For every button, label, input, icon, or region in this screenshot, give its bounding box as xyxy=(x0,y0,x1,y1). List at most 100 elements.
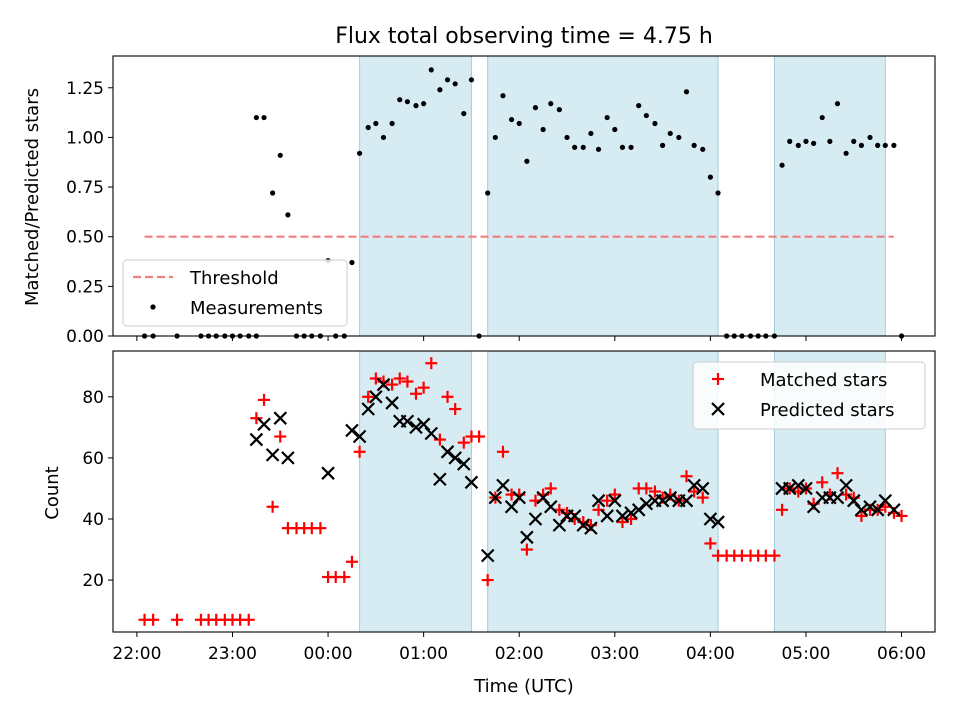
measurement-point xyxy=(413,103,419,109)
measurement-point xyxy=(572,144,578,150)
measurement-point xyxy=(270,190,276,196)
measurement-point xyxy=(652,120,658,127)
predicted-star-point xyxy=(791,478,806,493)
measurement-point xyxy=(795,142,801,148)
predicted-star-stroke xyxy=(543,499,558,514)
measurement-point xyxy=(707,174,713,180)
measurement-point xyxy=(843,150,849,156)
predicted-star-stroke xyxy=(830,490,845,505)
shaded-interval-1 xyxy=(359,55,472,337)
predicted-star-stroke xyxy=(273,411,288,425)
matched-star-point xyxy=(345,555,358,568)
y-tick-label: 1.25 xyxy=(66,79,104,99)
predicted-star-stroke xyxy=(361,402,375,416)
measurement-point xyxy=(643,112,649,119)
top-legend-box xyxy=(122,259,348,327)
predicted-star-point xyxy=(839,478,853,493)
matched-star-point xyxy=(648,485,661,498)
matched-star-point xyxy=(640,482,653,495)
measurement-point xyxy=(612,126,618,133)
shaded-interval-2 xyxy=(487,350,719,633)
predicted-star-stroke xyxy=(433,472,447,487)
predicted-star-point xyxy=(639,496,654,511)
predicted-star-stroke xyxy=(863,499,877,514)
predicted-star-stroke xyxy=(385,396,399,410)
x-tick-label: 05:00 xyxy=(781,644,830,664)
measurement-point xyxy=(715,190,721,196)
legend-predicted-label: Predicted stars xyxy=(760,400,894,421)
predicted-star-point xyxy=(385,396,399,410)
measurement-point xyxy=(834,101,841,107)
measurement-point xyxy=(867,134,873,141)
predicted-star-stroke xyxy=(265,448,280,462)
predicted-star-stroke xyxy=(839,478,853,493)
predicted-star-point xyxy=(608,493,622,508)
measurements-series xyxy=(141,67,905,339)
predicted-star-point xyxy=(352,429,367,444)
matched-star-point xyxy=(680,470,693,483)
predicted-star-stroke xyxy=(615,509,630,523)
x-axis-label: Time (UTC) xyxy=(473,676,574,697)
matched-star-point xyxy=(776,503,789,516)
measurement-point xyxy=(564,134,570,141)
predicted-star-point xyxy=(400,414,415,429)
measurement-point xyxy=(858,142,865,148)
bottom-legend-box xyxy=(692,361,926,430)
measurement-point xyxy=(556,107,562,113)
predicted-star-stroke xyxy=(782,481,797,496)
matched-star-point xyxy=(274,430,287,443)
plot-frame xyxy=(112,350,936,633)
y-tick-label: 40 xyxy=(82,510,104,530)
predicted-star-point xyxy=(528,512,543,526)
predicted-star-stroke xyxy=(854,503,869,517)
predicted-star-stroke xyxy=(520,530,534,545)
matched-star-point xyxy=(147,613,160,626)
matched-star-point xyxy=(338,571,351,584)
predicted-star-stroke xyxy=(878,493,893,508)
bottom-axes: 22:00 23:00 00:00 01:00 02:00 03:00 04:00 05:00… xyxy=(82,350,936,664)
legend-matched-label: Matched stars xyxy=(760,370,887,391)
matched-star-point xyxy=(250,412,263,425)
predicted-star-stroke xyxy=(528,512,543,526)
predicted-star-point xyxy=(512,490,526,505)
predicted-star-stroke xyxy=(695,481,710,496)
predicted-star-point xyxy=(687,478,701,493)
measurement-point xyxy=(659,142,666,148)
predicted-star-stroke xyxy=(281,451,295,465)
predicted-star-stroke xyxy=(791,478,806,493)
y-tick-label: 0.25 xyxy=(66,277,104,297)
measurement-point xyxy=(540,126,546,133)
predicted-star-point xyxy=(409,420,423,435)
x-tick-label: 01:00 xyxy=(399,644,448,664)
predicted-star-stroke xyxy=(424,426,439,441)
predicted-star-stroke xyxy=(496,478,510,493)
measurement-point xyxy=(875,142,881,148)
predicted-star-stroke xyxy=(369,390,383,404)
measurement-point xyxy=(700,146,706,152)
measurement-point xyxy=(468,77,475,83)
predicted-star-point xyxy=(321,466,335,480)
matched-star-point xyxy=(496,445,509,458)
predicted-star-stroke xyxy=(703,512,718,526)
matched-star-point xyxy=(473,430,486,443)
predicted-star-point xyxy=(424,426,439,441)
predicted-star-point xyxy=(265,448,280,462)
predicted-star-point xyxy=(655,493,670,508)
predicted-star-point xyxy=(782,481,797,496)
matched-star-point xyxy=(481,574,494,587)
matched-star-point xyxy=(608,488,621,501)
measurement-point xyxy=(277,152,283,158)
predicted-star-point xyxy=(830,490,845,505)
predicted-star-point xyxy=(711,515,725,529)
measurement-point xyxy=(492,134,498,141)
x-tick-label: 04:00 xyxy=(686,644,735,664)
predicted-star-point xyxy=(703,512,718,526)
predicted-star-stroke xyxy=(624,506,638,520)
predicted-star-stroke xyxy=(512,490,526,505)
predicted-star-point xyxy=(520,530,534,545)
predicted-star-point xyxy=(854,503,869,517)
predicted-star-point xyxy=(543,499,558,514)
measurement-point xyxy=(891,142,897,148)
predicted-star-stroke xyxy=(711,515,725,529)
